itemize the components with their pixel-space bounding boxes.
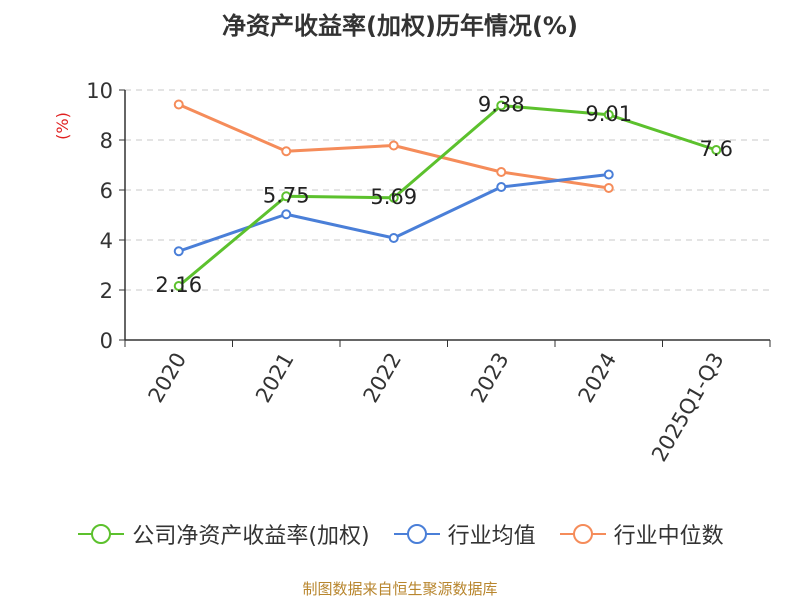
data-point	[281, 191, 292, 202]
data-point	[173, 281, 184, 291]
legend: 公司净资产收益率(加权) 行业均值 行业中位数	[0, 518, 800, 550]
source-note: 制图数据来自恒生聚源数据库	[302, 580, 498, 598]
legend-line-circle-icon	[559, 524, 606, 544]
data-point	[496, 182, 507, 192]
data-label: 5.75	[263, 183, 310, 207]
legend-label: 行业均值	[447, 524, 536, 549]
x-tick-label: 2020	[144, 349, 192, 407]
legend-label: 行业中位数	[613, 524, 724, 549]
data-point	[388, 192, 399, 203]
y-tick-label: 10	[86, 79, 113, 103]
data-point	[496, 167, 507, 177]
data-point	[603, 109, 614, 120]
y-axis-label: (%)	[53, 112, 72, 140]
series-lines	[173, 99, 722, 291]
legend-item[interactable]: 行业中位数	[558, 518, 724, 550]
axes: 0 2 4 6 8 10 2020 2021 2022 2023 2024 2025Q1-Q3	[86, 79, 771, 466]
y-tick-label: 8	[100, 129, 113, 153]
chart-title: 净资产收益率(加权)历年情况(%)	[222, 12, 578, 40]
data-label: 2.16	[155, 273, 202, 297]
legend-marker	[572, 524, 593, 544]
x-tick-label: 2025Q1-Q3	[647, 349, 729, 466]
y-tick-label: 2	[100, 279, 113, 303]
legend-marker	[91, 524, 112, 544]
data-label: 9.01	[585, 102, 632, 126]
data-point	[173, 99, 184, 110]
y-tick-label: 4	[100, 229, 113, 253]
data-point	[388, 233, 399, 243]
data-point	[603, 169, 614, 180]
data-labels: 2.16 5.75 5.69 9.38 9.01 7.6	[155, 93, 733, 298]
series-line	[177, 104, 717, 288]
data-label: 9.38	[478, 93, 525, 117]
data-point	[603, 183, 614, 193]
y-tick-label: 6	[100, 179, 113, 203]
x-tick-label: 2023	[466, 349, 514, 407]
legend-item[interactable]: 行业均值	[392, 518, 536, 550]
data-point	[711, 145, 722, 155]
legend-line-circle-icon	[78, 524, 125, 544]
data-point	[281, 146, 292, 157]
data-label: 5.69	[370, 185, 417, 209]
legend-item[interactable]: 公司净资产收益率(加权)	[76, 518, 370, 550]
data-point	[281, 209, 292, 220]
legend-line-circle-icon	[393, 524, 440, 544]
x-tick-label: 2024	[574, 349, 622, 407]
data-point	[496, 100, 507, 111]
x-tick-label: 2022	[359, 349, 407, 407]
gridlines	[125, 89, 770, 291]
legend-marker	[406, 524, 427, 544]
data-point	[173, 246, 184, 257]
y-tick-label: 0	[100, 329, 113, 353]
data-label: 7.6	[700, 137, 733, 161]
x-tick-label: 2021	[251, 349, 299, 407]
legend-label: 公司净资产收益率(加权)	[132, 524, 370, 549]
data-point	[388, 140, 399, 151]
